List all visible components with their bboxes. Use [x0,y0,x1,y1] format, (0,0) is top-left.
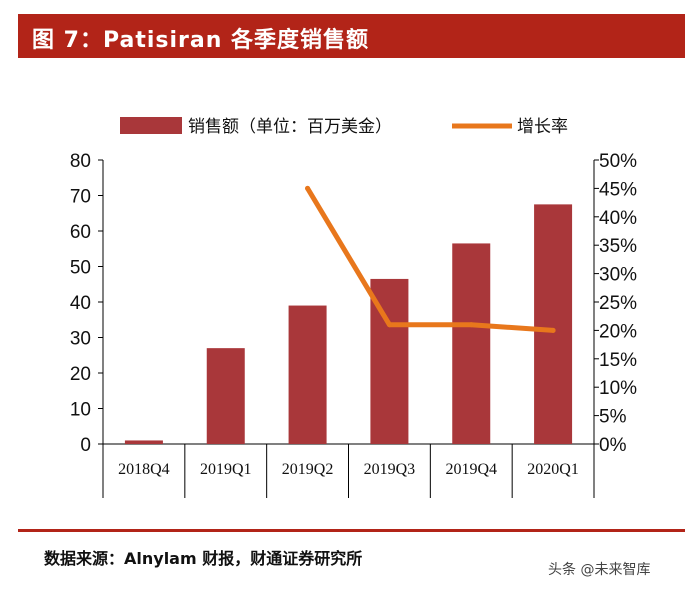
right-tick-label: 15% [599,350,637,371]
source-note: 数据来源：Alnylam 财报，财通证券研究所 [44,549,363,568]
right-tick-label: 10% [599,378,637,399]
left-tick-label: 20 [70,364,91,385]
bar-2019Q2 [288,305,327,444]
bar-2018Q4 [124,440,163,444]
x-tick-label: 2018Q4 [118,461,170,478]
watermark: 头条 @未来智库 [548,562,651,578]
left-tick-label: 60 [70,222,91,243]
x-tick-label: 2019Q4 [445,461,497,478]
x-tick-label: 2019Q2 [282,461,334,478]
right-tick-label: 25% [599,293,637,314]
left-tick-label: 80 [70,151,91,172]
title-bar: 图 7：Patisiran 各季度销售额 [18,14,685,58]
x-tick-label: 2019Q1 [200,461,252,478]
legend-line-label: 增长率 [517,117,568,137]
right-tick-label: 35% [599,236,637,257]
left-tick-label: 30 [70,329,91,350]
legend-bar-label: 销售额（单位：百万美金） [188,117,392,137]
bar-2019Q4 [452,243,491,444]
growth-rate-point [386,322,392,328]
growth-rate-point [468,322,474,328]
right-tick-label: 45% [599,179,637,200]
left-tick-label: 0 [80,435,91,456]
bottom-rule [18,529,685,532]
figure-title: 图 7：Patisiran 各季度销售额 [32,28,370,53]
x-tick-label: 2019Q3 [364,461,416,478]
left-tick-label: 70 [70,187,91,208]
right-tick-label: 40% [599,208,637,229]
growth-rate-point [305,185,311,191]
right-tick-label: 30% [599,265,637,286]
growth-rate-line [305,185,556,333]
legend-bar-swatch [120,117,182,134]
right-tick-label: 20% [599,321,637,342]
left-tick-label: 50 [70,258,91,279]
bar-2020Q1 [534,204,573,444]
left-tick-label: 10 [70,400,91,421]
right-tick-label: 5% [599,407,627,428]
combo-chart: 0 10 20 30 40 50 60 70 80 0% 5% 10% 15% 20% 25% 30% 35% 4… [70,117,637,498]
right-tick-label: 0% [599,435,627,456]
x-tick-label: 2020Q1 [527,461,579,478]
bar-2019Q1 [206,348,245,444]
right-tick-label: 50% [599,151,637,172]
growth-rate-point [550,327,556,333]
left-tick-label: 40 [70,293,91,314]
